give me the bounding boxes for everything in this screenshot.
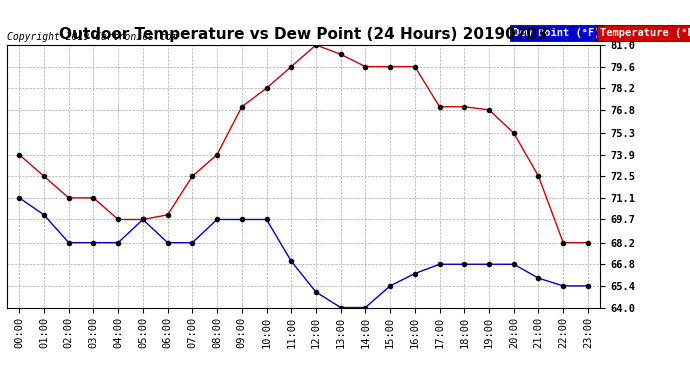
Text: Temperature (°F): Temperature (°F): [600, 28, 690, 38]
Text: Copyright 2019 Cartronics.com: Copyright 2019 Cartronics.com: [7, 32, 177, 42]
Text: Dew Point (°F): Dew Point (°F): [513, 28, 600, 38]
Title: Outdoor Temperature vs Dew Point (24 Hours) 20190703: Outdoor Temperature vs Dew Point (24 Hou…: [59, 27, 548, 42]
